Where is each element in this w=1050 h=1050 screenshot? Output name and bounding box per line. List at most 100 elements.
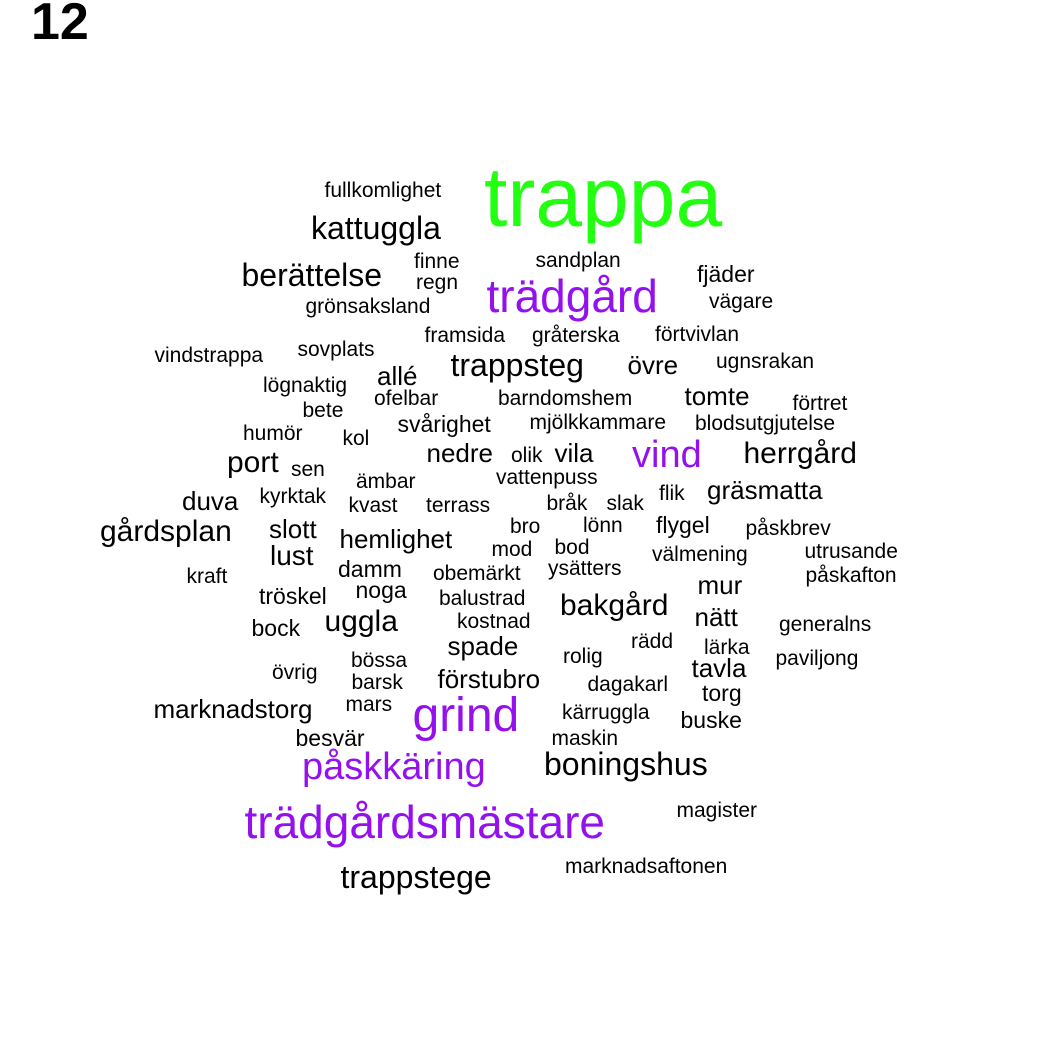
cloud-word-59: lust xyxy=(270,540,314,571)
panel-number: 12 xyxy=(31,0,89,51)
cloud-word-71: balustrad xyxy=(439,586,526,610)
cloud-word-72: mur xyxy=(697,570,743,600)
cloud-word-16: framsida xyxy=(424,323,506,347)
cloud-word-93: kärruggla xyxy=(562,700,650,724)
cloud-word-14: vägare xyxy=(709,289,774,313)
cloud-word-28: tomte xyxy=(684,381,750,411)
cloud-word-65: damm xyxy=(338,555,402,582)
cloud-word-76: kostnad xyxy=(457,609,531,633)
cloud-word-35: kol xyxy=(342,426,370,450)
cloud-word-30: bete xyxy=(302,398,344,422)
cloud-word-22: övre xyxy=(627,350,679,380)
cloud-word-33: blodsutgjutelse xyxy=(695,411,836,435)
cloud-word-7: fullkomlighet xyxy=(324,178,442,202)
cloud-word-77: nätt xyxy=(694,602,738,632)
cloud-word-66: obemärkt xyxy=(433,561,521,585)
cloud-word-25: allé xyxy=(377,361,418,391)
cloud-word-5: påskkäring xyxy=(302,746,486,788)
cloud-word-98: magister xyxy=(676,798,758,822)
cloud-word-81: lärka xyxy=(704,635,750,659)
cloud-word-78: generalns xyxy=(779,612,872,636)
cloud-word-37: olik xyxy=(511,443,543,467)
cloud-word-2: trädgård xyxy=(486,270,658,322)
cloud-word-61: bod xyxy=(554,535,590,559)
cloud-word-87: förstubro xyxy=(437,664,541,694)
cloud-word-90: torg xyxy=(702,679,742,706)
cloud-word-31: svårighet xyxy=(397,410,491,437)
cloud-word-26: ofelbar xyxy=(374,386,439,410)
cloud-word-97: boningshus xyxy=(544,746,708,782)
cloud-word-92: mars xyxy=(345,692,393,716)
cloud-word-36: nedre xyxy=(426,438,494,468)
cloud-word-8: kattuggla xyxy=(311,210,441,246)
cloud-word-80: rädd xyxy=(631,629,674,653)
cloud-word-85: bössa xyxy=(351,648,408,672)
cloud-word-1: trappa xyxy=(484,150,723,244)
cloud-word-13: regn xyxy=(416,270,459,294)
cloud-word-41: sen xyxy=(291,457,325,481)
cloud-word-55: bro xyxy=(510,514,541,538)
cloud-word-100: marknadsaftonen xyxy=(565,854,728,878)
cloud-word-44: duva xyxy=(182,486,239,516)
cloud-word-94: buske xyxy=(680,706,742,733)
cloud-word-75: uggla xyxy=(324,605,398,638)
cloud-word-64: kraft xyxy=(186,564,228,588)
cloud-word-32: mjölkkammare xyxy=(529,410,667,434)
cloud-word-6: vind xyxy=(632,434,702,476)
cloud-word-52: gårdsplan xyxy=(100,515,232,548)
cloud-word-68: påskafton xyxy=(805,563,897,587)
cloud-word-27: barndomshem xyxy=(498,386,633,410)
cloud-word-73: bakgård xyxy=(560,589,669,622)
cloud-word-34: humör xyxy=(243,421,303,445)
cloud-word-69: tröskel xyxy=(259,582,327,609)
cloud-word-10: sandplan xyxy=(535,248,621,272)
cloud-word-79: spade xyxy=(447,631,519,661)
cloud-word-48: bråk xyxy=(546,491,588,515)
cloud-word-83: paviljong xyxy=(775,646,859,670)
cloud-word-19: vindstrappa xyxy=(154,343,264,367)
cloud-word-60: mod xyxy=(491,537,533,561)
cloud-word-82: rolig xyxy=(563,644,603,668)
cloud-word-67: ysätters xyxy=(548,556,622,580)
cloud-word-51: gräsmatta xyxy=(707,475,823,505)
cloud-word-49: slak xyxy=(606,491,644,515)
cloud-word-56: lönn xyxy=(583,513,623,537)
cloud-word-43: vattenpuss xyxy=(496,465,598,489)
cloud-word-53: slott xyxy=(269,514,317,544)
cloud-word-89: dagakarl xyxy=(587,672,669,696)
cloud-word-39: herrgård xyxy=(743,437,857,470)
cloud-word-84: övrig xyxy=(272,660,318,684)
cloud-word-12: berättelse xyxy=(241,257,383,293)
cloud-word-40: port xyxy=(227,446,279,479)
cloud-word-9: finne xyxy=(414,249,460,273)
cloud-word-74: bock xyxy=(251,614,301,641)
cloud-word-18: förtvivlan xyxy=(655,322,740,346)
cloud-word-17: gråterska xyxy=(532,323,620,347)
cloud-word-38: vila xyxy=(554,438,594,468)
cloud-word-50: flik xyxy=(659,481,685,505)
cloud-word-70: noga xyxy=(355,576,407,603)
cloud-word-24: lögnaktig xyxy=(263,373,348,397)
cloud-word-58: påskbrev xyxy=(745,516,831,540)
cloud-word-88: barsk xyxy=(351,670,403,694)
cloud-word-23: ugnsrakan xyxy=(716,349,815,373)
cloud-word-42: ämbar xyxy=(356,469,416,493)
cloud-word-96: maskin xyxy=(551,726,619,750)
cloud-word-62: välmening xyxy=(652,542,748,566)
cloud-word-11: fjäder xyxy=(697,260,755,287)
cloud-word-3: grind xyxy=(412,689,520,742)
cloud-word-20: sovplats xyxy=(297,337,375,361)
cloud-word-21: trappsteg xyxy=(450,347,584,383)
cloud-word-63: utrusande xyxy=(804,539,898,563)
cloud-word-86: tavla xyxy=(691,653,747,683)
cloud-word-46: kvast xyxy=(348,493,398,517)
cloud-word-47: terrass xyxy=(426,493,491,517)
cloud-word-57: flygel xyxy=(656,511,710,538)
cloud-word-54: hemlighet xyxy=(339,524,453,554)
cloud-word-15: grönsaksland xyxy=(305,294,431,318)
cloud-word-45: kyrktak xyxy=(259,484,327,508)
cloud-word-4: trädgårdsmästare xyxy=(244,796,606,848)
cloud-word-95: besvär xyxy=(295,724,365,751)
